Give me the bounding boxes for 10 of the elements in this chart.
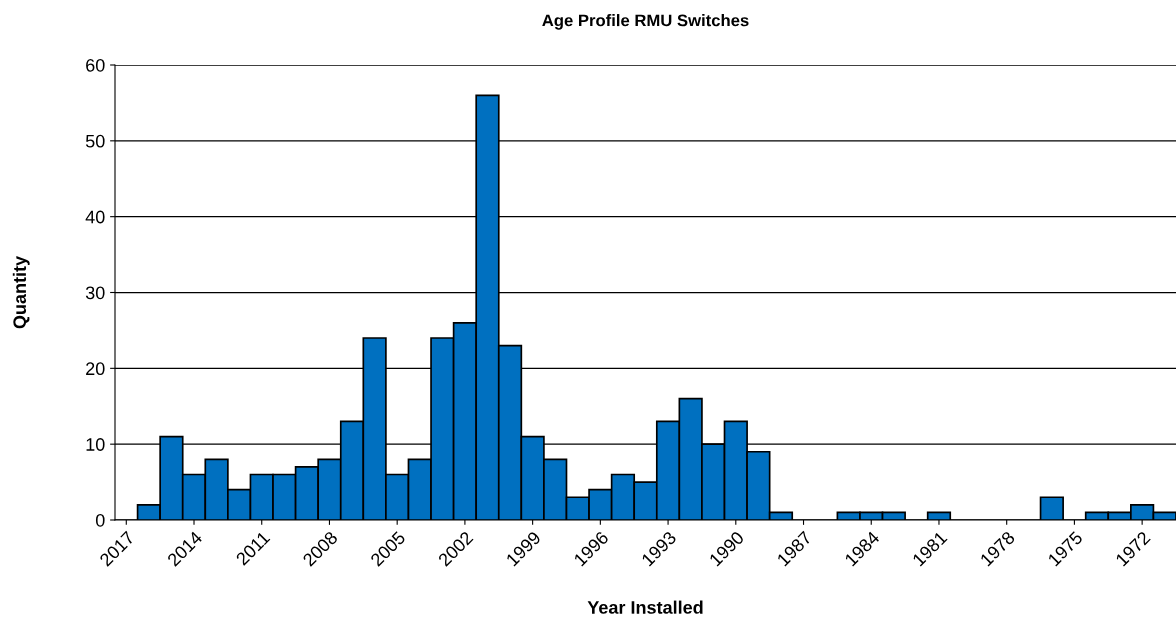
x-axis-title: Year Installed <box>587 600 703 614</box>
y-tick-label: 40 <box>85 210 105 224</box>
y-tick-label: 60 <box>86 58 105 72</box>
y-axis-title: Quantity <box>12 255 30 329</box>
y-tick-label: 30 <box>85 286 105 300</box>
y-tick-label: 0 <box>95 513 105 527</box>
y-tick-label: 50 <box>85 134 105 148</box>
y-tick-label: 10 <box>86 438 105 451</box>
y-tick-label: 20 <box>86 362 105 376</box>
chart-title: Age Profile RMU Switches <box>542 14 749 30</box>
